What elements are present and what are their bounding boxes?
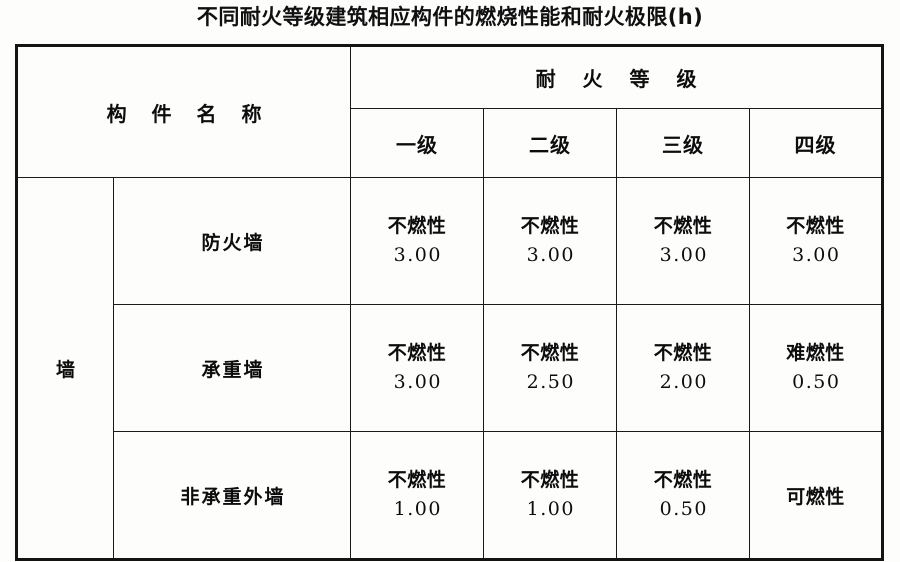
fire-resistance-table: 构 件 名 称 耐 火 等 级 一级 二级 三级 四级 墙 防火墙 不燃 <box>15 44 885 561</box>
limit-value: 3.00 <box>393 243 442 266</box>
cell-grade-1: 不燃性 1.00 <box>350 431 485 560</box>
cell-stack: 不燃性 1.00 <box>484 468 616 520</box>
table-row: 非承重外墙 不燃性 1.00 不燃性 1.00 <box>17 431 884 560</box>
cell-grade-3: 不燃性 2.00 <box>616 304 751 432</box>
combustibility-value: 不燃性 <box>387 341 447 364</box>
header-grade-1: 一级 <box>350 108 485 178</box>
combustibility-value: 不燃性 <box>653 214 713 237</box>
limit-value: 2.50 <box>526 370 575 393</box>
component-label: 防火墙 <box>112 177 352 305</box>
limit-value: 3.00 <box>526 243 575 266</box>
header-fire-resistance-rating: 耐 火 等 级 <box>350 45 884 109</box>
limit-value: 0.50 <box>659 497 708 520</box>
cell-stack: 不燃性 3.00 <box>351 341 483 393</box>
page-title: 不同耐火等级建筑相应构件的燃烧性能和耐火极限(h) <box>196 5 704 29</box>
header-component-name: 构 件 名 称 <box>15 45 352 178</box>
table-row: 墙 防火墙 不燃性 3.00 不燃性 3.00 <box>16 177 884 560</box>
limit-value: 3.00 <box>659 243 708 266</box>
cell-stack: 不燃性 2.50 <box>484 341 616 393</box>
limit-value: 3.00 <box>792 243 841 266</box>
combustibility-value: 不燃性 <box>387 214 447 237</box>
component-label: 承重墙 <box>112 304 352 432</box>
table-row: 承重墙 不燃性 3.00 不燃性 2.50 <box>17 304 884 432</box>
limit-value: 0.50 <box>792 370 841 393</box>
combustibility-value: 不燃性 <box>520 341 580 364</box>
cell-stack: 不燃性 1.00 <box>351 468 483 520</box>
cell-stack: 不燃性 3.00 <box>351 214 483 266</box>
combustibility-value: 不燃性 <box>653 468 713 491</box>
cell-grade-4: 不燃性 3.00 <box>749 177 884 305</box>
cell-stack: 不燃性 3.00 <box>484 214 616 266</box>
header-grade-3: 三级 <box>616 108 751 178</box>
combustibility-value: 不燃性 <box>520 214 580 237</box>
component-label: 非承重外墙 <box>112 431 352 560</box>
limit-value: 1.00 <box>526 497 575 520</box>
category-label-wall: 墙 <box>16 177 114 560</box>
combustibility-value: 不燃性 <box>786 214 845 237</box>
cell-grade-1: 不燃性 3.00 <box>350 304 485 432</box>
cell-grade-4: 可燃性 <box>749 431 884 560</box>
cell-grade-2: 不燃性 1.00 <box>483 431 618 560</box>
cell-grade-3: 不燃性 3.00 <box>616 177 751 305</box>
combustibility-value: 不燃性 <box>387 468 447 491</box>
combustibility-value: 可燃性 <box>786 485 845 508</box>
cell-stack: 难燃性 0.50 <box>750 341 881 393</box>
cell-grade-2: 不燃性 3.00 <box>483 177 618 305</box>
cell-stack: 不燃性 3.00 <box>617 214 749 266</box>
cell-stack: 不燃性 3.00 <box>750 214 881 266</box>
cell-stack: 不燃性 0.50 <box>617 468 749 520</box>
header-grade-4: 四级 <box>749 108 884 178</box>
fire-resistance-table-wrapper: 构 件 名 称 耐 火 等 级 一级 二级 三级 四级 墙 防火墙 不燃 <box>15 44 885 561</box>
cell-grade-4: 难燃性 0.50 <box>749 304 884 432</box>
limit-value: 3.00 <box>393 370 442 393</box>
cell-grade-2: 不燃性 2.50 <box>483 304 618 432</box>
cell-grade-1: 不燃性 3.00 <box>350 177 485 305</box>
combustibility-value: 不燃性 <box>653 341 713 364</box>
cell-grade-3: 不燃性 0.50 <box>616 431 751 560</box>
combustibility-value: 难燃性 <box>786 341 845 364</box>
limit-value: 1.00 <box>393 497 442 520</box>
limit-value: 2.00 <box>659 370 708 393</box>
cell-stack: 不燃性 2.00 <box>617 341 749 393</box>
table-header-row-1: 构 件 名 称 耐 火 等 级 <box>15 45 884 178</box>
combustibility-value: 不燃性 <box>520 468 580 491</box>
header-grade-2: 二级 <box>483 108 618 178</box>
